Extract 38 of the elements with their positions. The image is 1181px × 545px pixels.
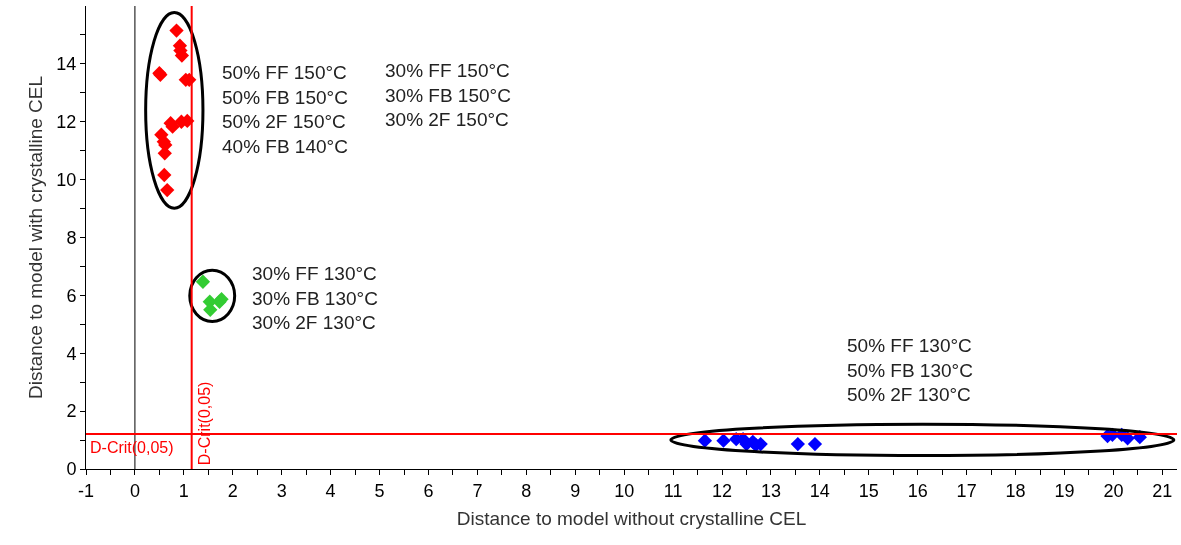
x-tick-label: 17 [956, 480, 977, 501]
x-tick-label: 20 [1103, 480, 1124, 501]
x-tick-label: 3 [276, 480, 287, 501]
annotation: 30% FF 130°C 30% FB 130°C 30% 2F 130°C [252, 263, 378, 334]
y-tick-label: 12 [56, 112, 77, 133]
annotation: 50% FF 130°C 50% FB 130°C 50% 2F 130°C [847, 335, 973, 406]
y-tick-label: 14 [56, 54, 77, 75]
x-tick-label: 5 [374, 480, 385, 501]
x-tick-label: 8 [521, 480, 532, 501]
x-tick-label: 6 [423, 480, 434, 501]
x-tick-label: 13 [760, 480, 781, 501]
x-tick-label: 11 [663, 480, 683, 501]
annotation: 30% FF 150°C 30% FB 150°C 30% 2F 150°C [385, 60, 511, 131]
x-axis-title: Distance to model without crystalline CEL [456, 508, 807, 530]
x-tick-label: 0 [129, 480, 140, 501]
x-tick-label: 16 [907, 480, 928, 501]
annotation: 50% FF 150°C 50% FB 150°C 50% 2F 150°C 40% FB 140°C [222, 62, 348, 158]
x-tick-label: 19 [1054, 480, 1075, 501]
y-tick-label: 10 [56, 169, 77, 190]
x-tick-label: 2 [227, 480, 238, 501]
x-tick-label: -1 [77, 480, 95, 501]
y-tick-label: 8 [66, 227, 77, 248]
ref-line-label: D-Crit(0,05) [196, 381, 214, 466]
x-tick-label: 1 [178, 480, 189, 501]
x-tick-label: 12 [711, 480, 733, 501]
x-tick-label: 7 [472, 480, 483, 501]
y-tick-label: 2 [66, 401, 77, 422]
y-tick-label: 0 [66, 459, 77, 480]
x-tick-label: 14 [809, 480, 830, 501]
x-tick-label: 15 [858, 480, 879, 501]
y-axis-title: Distance to model with crystalline CEL [25, 75, 47, 400]
x-tick-label: 9 [570, 480, 581, 501]
x-tick-label: 18 [1005, 480, 1026, 501]
y-tick-label: 6 [66, 285, 77, 306]
x-tick-label: 21 [1152, 480, 1173, 501]
y-tick-label: 4 [66, 343, 77, 364]
x-tick-label: 10 [614, 480, 635, 501]
x-tick-label: 4 [325, 480, 336, 501]
